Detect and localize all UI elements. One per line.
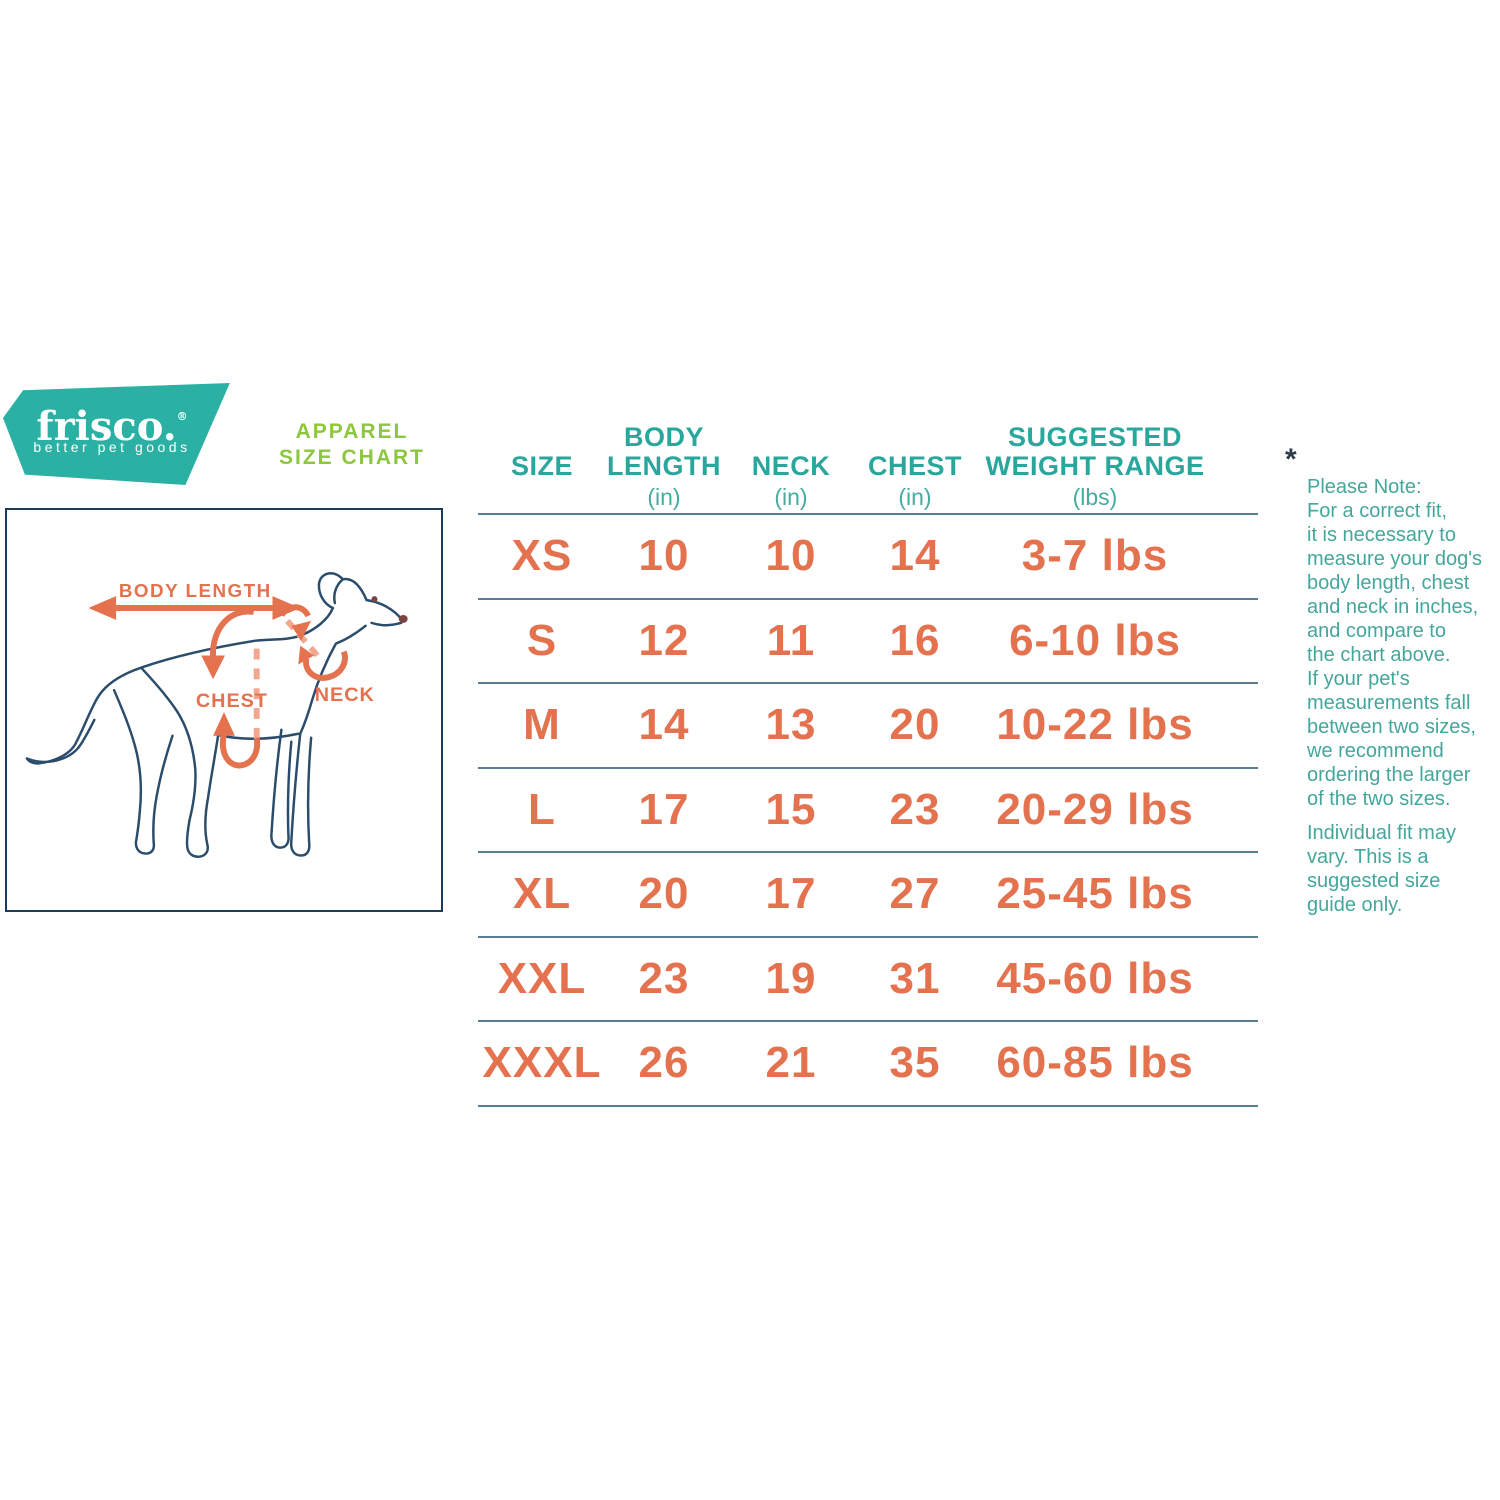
cell-size: S [526, 615, 558, 665]
cell-weight: 25-45 lbs [996, 869, 1194, 919]
cell-weight: 6-10 lbs [1009, 615, 1181, 665]
header-neck: NECK (in) [751, 451, 831, 511]
header-chest: CHEST (in) [867, 451, 962, 511]
cell-weight: 60-85 lbs [996, 1038, 1194, 1088]
table-row-l: L 17 15 23 20-29 lbs [478, 766, 1258, 852]
frisco-logo-banner: frisco.® better pet goods [3, 383, 230, 485]
fit-disclaimer-text: Individual fit may vary. This is a sugge… [1307, 822, 1456, 916]
dog-illustration: BODY LENGTH CHEST NECK [25, 572, 408, 858]
cell-body-length: 10 [638, 531, 690, 581]
dog-outline [25, 572, 403, 858]
cell-size: L [528, 784, 556, 834]
cell-size: XXL [497, 953, 587, 1003]
dog-nose [398, 614, 408, 623]
cell-chest: 16 [889, 615, 941, 665]
brand-name-text: frisco. [36, 403, 177, 450]
registered-mark: ® [176, 410, 188, 423]
cell-neck: 11 [766, 615, 816, 665]
table-row-xxl: XXL 23 19 31 45-60 lbs [478, 935, 1258, 1021]
neck-label: NECK [315, 684, 375, 706]
body-length-arrow: BODY LENGTH [88, 580, 301, 620]
cell-neck: 10 [765, 531, 817, 581]
note-body: Please Note: For a correct fit, it is ne… [1307, 476, 1483, 810]
cell-chest: 23 [889, 784, 941, 834]
size-table: SIZE BODY LENGTH (in) NECK (in) CHEST (i… [478, 395, 1258, 1107]
cell-neck: 13 [765, 700, 817, 750]
cell-body-length: 23 [638, 953, 690, 1003]
note-asterisk: * [1285, 443, 1297, 476]
header-body-length: BODY LENGTH (in) [607, 422, 721, 511]
cell-weight: 10-22 lbs [996, 700, 1194, 750]
table-row-xl: XL 20 17 27 25-45 lbs [478, 851, 1258, 936]
please-note-text: * Please Note: For a correct fit, it is n… [1285, 443, 1497, 811]
cell-size: XXXL [482, 1038, 602, 1088]
page-title: APPAREL SIZE CHART [279, 420, 425, 469]
table-row-s: S 12 11 16 6-10 lbs [478, 597, 1258, 683]
table-row-xs: XS 10 10 14 3-7 lbs [478, 513, 1258, 598]
dog-eye [371, 596, 378, 603]
cell-chest: 31 [889, 953, 941, 1003]
cell-chest: 27 [889, 869, 941, 919]
neck-ellipse: NECK [279, 604, 375, 706]
cell-size: XS [511, 531, 573, 581]
cell-size: XL [512, 869, 572, 919]
table-header-row: SIZE BODY LENGTH (in) NECK (in) CHEST (i… [478, 395, 1258, 513]
cell-chest: 14 [889, 531, 941, 581]
cell-size: M [523, 700, 561, 750]
cell-body-length: 12 [638, 615, 690, 665]
cell-body-length: 17 [638, 784, 690, 834]
table-row-xxxl: XXXL 26 21 35 60-85 lbs [478, 1020, 1258, 1105]
cell-chest: 20 [889, 700, 941, 750]
body-length-label: BODY LENGTH [119, 580, 272, 601]
cell-body-length: 26 [638, 1038, 690, 1088]
header-weight-range: SUGGESTED WEIGHT RANGE (lbs) [985, 422, 1205, 511]
brand-name: frisco.® [3, 396, 221, 448]
cell-chest: 35 [889, 1038, 941, 1088]
chest-ellipse: CHEST [196, 608, 268, 769]
brand-tagline: better pet goods [33, 439, 191, 455]
cell-neck: 19 [765, 953, 817, 1003]
cell-weight: 20-29 lbs [996, 784, 1194, 834]
cell-body-length: 14 [638, 700, 690, 750]
cell-body-length: 20 [638, 869, 690, 919]
chest-label: CHEST [196, 690, 268, 712]
header-size: SIZE [510, 451, 573, 481]
cell-neck: 17 [765, 869, 817, 919]
cell-neck: 15 [765, 784, 817, 834]
dog-measurement-box: BODY LENGTH CHEST NECK [5, 508, 443, 912]
table-body: XS 10 10 14 3-7 lbs S 12 11 16 6-10 lbs … [478, 513, 1258, 1107]
table-row-m: M 14 13 20 10-22 lbs [478, 682, 1258, 767]
cell-weight: 45-60 lbs [996, 953, 1194, 1003]
cell-weight: 3-7 lbs [1021, 531, 1169, 581]
cell-neck: 21 [765, 1038, 817, 1088]
